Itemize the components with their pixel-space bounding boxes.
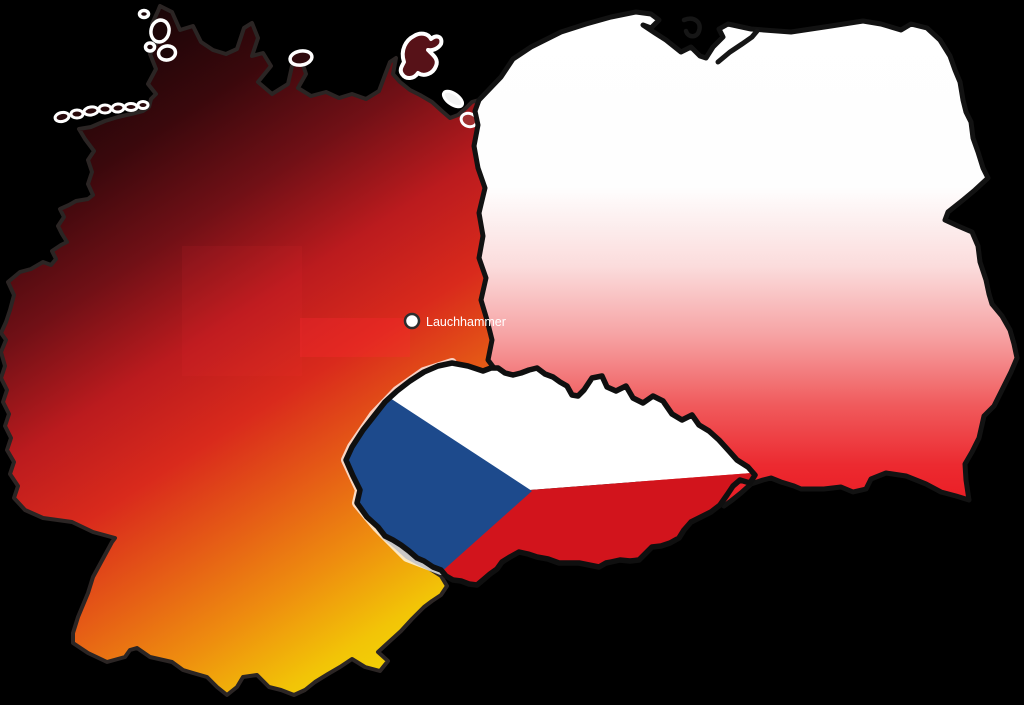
german-islands [53, 8, 479, 129]
edit-artifact-rect-bright [300, 318, 410, 357]
fehmarn-island [288, 49, 314, 67]
marker-label: Lauchhammer [426, 315, 506, 329]
north-frisian-islands [137, 8, 178, 62]
edit-artifact-rect-faint [182, 246, 302, 376]
czechia-outline [343, 360, 758, 588]
usedom-island [441, 89, 465, 109]
marker-dot [403, 312, 421, 330]
gdansk-curl-line [681, 16, 702, 39]
east-frisian-islands [53, 100, 150, 124]
lauchhammer-marker: Lauchhammer [403, 312, 506, 330]
ruegen-island [398, 31, 444, 80]
germany-shape [0, 4, 499, 697]
hel-peninsula-line [715, 28, 760, 65]
